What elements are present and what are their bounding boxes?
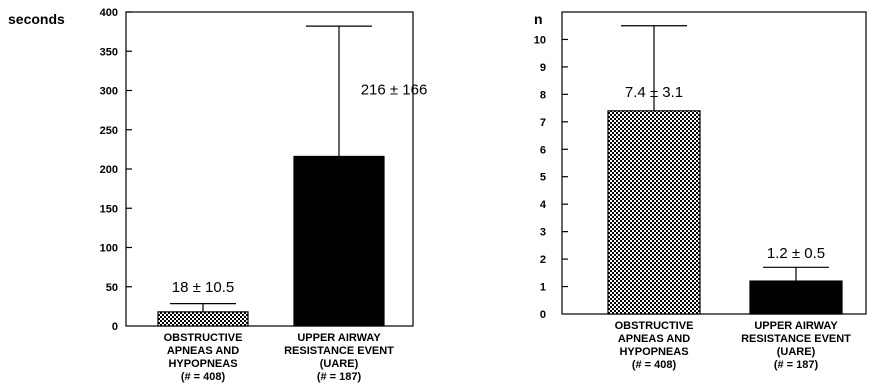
count-y-tick-label: 4 <box>540 199 547 211</box>
duration-y-tick-label: 0 <box>112 321 118 333</box>
duration-chart: seconds 0 50 100 150 200 250 300 350 400 18 ± 10.5… <box>8 7 427 383</box>
count-chart: n 0 1 2 3 4 5 6 7 8 9 10 7.4 ± 3.1 OBSTRUCTIVE APNEAS … <box>534 11 867 371</box>
duration-category-label: UPPER AIRWAY RESISTANCE EVENT (UARE) (# = 1… <box>284 332 394 383</box>
count-data-label: 1.2 ± 0.5 <box>767 245 825 262</box>
count-y-tick-label: 3 <box>540 227 546 239</box>
duration-bar <box>293 155 385 327</box>
duration-y-axis-label: seconds <box>8 11 65 27</box>
duration-y-tick-label: 150 <box>100 203 118 215</box>
duration-data-label: 18 ± 10.5 <box>172 279 234 296</box>
duration-bar <box>157 311 249 327</box>
duration-y-tick-label: 400 <box>100 7 118 19</box>
count-bar <box>749 280 843 315</box>
count-data-label: 7.4 ± 3.1 <box>625 84 683 101</box>
count-y-tick-label: 1 <box>540 282 546 294</box>
duration-y-tick-label: 50 <box>106 282 118 294</box>
count-y-tick-label: 7 <box>540 117 546 129</box>
count-plot-frame <box>561 11 867 315</box>
count-y-tick-label: 0 <box>540 309 546 321</box>
count-y-tick-label: 2 <box>540 254 546 266</box>
duration-data-label: 216 ± 166 <box>361 81 428 98</box>
count-category-label: UPPER AIRWAY RESISTANCE EVENT (UARE) (# = 1… <box>741 320 851 371</box>
count-y-axis-label: n <box>534 11 543 27</box>
count-category-label: OBSTRUCTIVE APNEAS AND HYPOPNEAS (# = 408) <box>615 320 694 371</box>
count-y-tick-label: 10 <box>534 34 546 46</box>
duration-y-tick-label: 200 <box>100 164 118 176</box>
count-y-tick-label: 6 <box>540 144 546 156</box>
duration-y-tick-label: 300 <box>100 86 118 98</box>
count-y-tick-label: 5 <box>540 172 546 184</box>
duration-category-label: OBSTRUCTIVE APNEAS AND HYPOPNEAS (# = 408) <box>164 332 243 383</box>
duration-y-tick-label: 250 <box>100 125 118 137</box>
duration-y-tick-label: 350 <box>100 46 118 58</box>
count-bar <box>607 110 701 315</box>
duration-y-tick-label: 100 <box>100 243 118 255</box>
count-y-tick-label: 8 <box>540 89 546 101</box>
count-y-tick-label: 9 <box>540 62 546 74</box>
